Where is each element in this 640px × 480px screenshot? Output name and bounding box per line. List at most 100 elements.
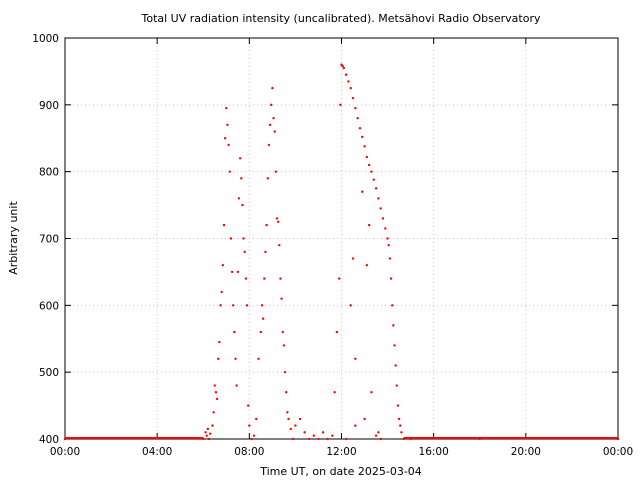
data-point <box>344 73 348 76</box>
data-point <box>207 437 211 441</box>
data-point <box>238 157 242 160</box>
data-point <box>291 437 295 441</box>
data-point <box>215 397 219 401</box>
x-tick-label: 12:00 <box>326 446 356 458</box>
data-point <box>379 437 382 441</box>
data-point <box>242 237 245 240</box>
data-point <box>261 317 265 320</box>
data-point <box>226 123 229 127</box>
data-point <box>331 434 334 437</box>
data-point <box>370 391 373 394</box>
axis-ticks: 00:00 04:00 08:00 12:00 16:00 20:00 00:0040050… <box>32 33 633 458</box>
data-point <box>243 250 246 254</box>
data-point <box>388 257 392 260</box>
data-point <box>212 411 215 414</box>
data-point <box>396 404 400 407</box>
data-point <box>389 277 393 280</box>
data-point <box>280 297 283 300</box>
data-point <box>374 434 378 437</box>
data-point <box>275 217 279 220</box>
data-point <box>221 264 225 267</box>
data-point <box>393 344 396 347</box>
data-point <box>317 437 320 441</box>
y-tick-label: 800 <box>39 167 59 179</box>
data-point <box>248 424 251 427</box>
data-point <box>246 404 250 407</box>
y-tick-label: 700 <box>39 234 59 246</box>
data-point <box>281 330 284 334</box>
data-point <box>259 330 263 334</box>
data-point <box>337 277 341 280</box>
data-point <box>255 417 258 421</box>
data-point <box>279 277 282 280</box>
y-tick-label: 900 <box>39 100 59 112</box>
data-point <box>270 103 273 107</box>
data-point <box>272 117 275 120</box>
data-point <box>236 270 240 274</box>
data-point <box>229 237 233 240</box>
data-point <box>308 437 311 441</box>
data-point <box>298 417 302 421</box>
data-point <box>294 424 297 427</box>
data-point <box>361 135 364 139</box>
data-point <box>365 155 369 159</box>
data-point <box>349 86 352 90</box>
data-point <box>232 304 235 307</box>
data-point <box>387 243 390 247</box>
data-point <box>351 257 355 260</box>
data-point <box>218 340 221 344</box>
data-point <box>211 424 214 427</box>
data-point <box>392 324 395 327</box>
data-point <box>342 66 346 70</box>
data-point <box>335 330 339 334</box>
data-point <box>321 431 325 434</box>
y-tick-label: 400 <box>39 434 59 446</box>
data-point <box>268 123 272 127</box>
data-point <box>372 178 375 181</box>
x-tick-label: 04:00 <box>142 446 172 458</box>
data-point <box>289 427 293 431</box>
data-point <box>354 106 357 110</box>
data-point <box>397 417 401 421</box>
x-tick-label: 00:00 <box>50 446 80 458</box>
data-point <box>400 431 403 434</box>
x-tick-label: 16:00 <box>419 446 449 458</box>
data-point <box>266 177 269 180</box>
y-tick-label: 600 <box>39 300 59 312</box>
data-point <box>349 304 352 307</box>
data-point <box>399 424 402 427</box>
data-point <box>361 190 364 193</box>
x-axis-label: Time UT, on date 2025-03-04 <box>259 465 422 478</box>
data-point <box>230 270 234 274</box>
data-point <box>377 197 380 200</box>
x-tick-label: 08:00 <box>234 446 264 458</box>
data-point <box>252 434 256 437</box>
data-point <box>356 117 359 120</box>
data-point <box>381 217 385 220</box>
data-point <box>263 277 266 280</box>
x-tick-label: 00:00 <box>603 446 633 458</box>
data-point <box>225 106 228 110</box>
data-point <box>244 277 248 280</box>
data-point <box>250 437 253 441</box>
data-point <box>237 197 241 200</box>
data-point <box>217 357 220 360</box>
data-point <box>265 223 268 227</box>
data-point <box>273 130 276 133</box>
data-point <box>240 177 243 180</box>
data-point <box>283 370 287 374</box>
data-point <box>208 432 212 435</box>
data-point <box>278 243 281 247</box>
data-point <box>274 170 278 173</box>
data-point <box>220 290 223 294</box>
data-point <box>363 417 366 421</box>
chart-title: Total UV radiation intensity (uncalibrat… <box>141 12 541 25</box>
data-point <box>339 103 342 107</box>
data-point <box>267 143 271 147</box>
data-point <box>358 127 362 130</box>
data-point <box>333 391 336 394</box>
data-point <box>276 220 280 223</box>
data-point <box>233 330 236 334</box>
data-point <box>367 163 371 167</box>
y-tick-label: 500 <box>39 367 59 379</box>
